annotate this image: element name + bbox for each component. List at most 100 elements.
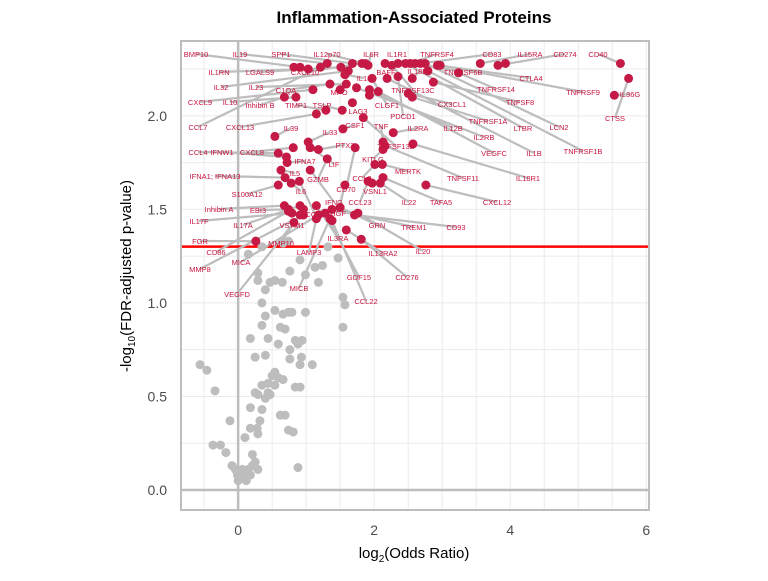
- nonsignificant-point: [261, 351, 270, 360]
- nonsignificant-point: [246, 403, 255, 412]
- nonsignificant-point: [240, 433, 249, 442]
- significant-point: [624, 74, 633, 83]
- nonsignificant-point: [323, 242, 332, 251]
- point-label: CTSS: [605, 114, 625, 123]
- chart-title: Inflammation-Associated Proteins: [277, 8, 552, 27]
- point-label: PTX3: [336, 141, 355, 150]
- significant-point: [295, 177, 304, 186]
- point-label: IL18: [357, 74, 372, 83]
- nonsignificant-point: [289, 427, 298, 436]
- point-label: BAFF: [376, 68, 396, 77]
- point-label: TAFA5: [430, 198, 452, 207]
- nonsignificant-point: [257, 405, 266, 414]
- point-label: IL2RB: [474, 133, 495, 142]
- nonsignificant-point: [314, 278, 323, 287]
- x-axis-label: log2(Odds Ratio): [359, 545, 470, 565]
- nonsignificant-point: [278, 278, 287, 287]
- point-label: TNFRSF14: [477, 85, 515, 94]
- nonsignificant-point: [255, 416, 264, 425]
- significant-point: [364, 61, 373, 70]
- point-label: IL1RN: [208, 68, 229, 77]
- point-label: CXCL13: [226, 123, 254, 132]
- nonsignificant-point: [334, 254, 343, 263]
- nonsignificant-point: [261, 285, 270, 294]
- significant-point: [389, 128, 398, 137]
- point-label: CD40: [588, 50, 607, 59]
- y-tick-label: 1.0: [148, 295, 168, 311]
- nonsignificant-point: [248, 450, 257, 459]
- point-label: CXCL10: [291, 68, 319, 77]
- point-label: FGR: [192, 237, 208, 246]
- point-label: SPP1: [271, 50, 290, 59]
- point-label: CD93: [446, 223, 465, 232]
- point-label: IFNG: [325, 198, 343, 207]
- significant-point: [338, 106, 347, 115]
- point-label: HGF: [330, 209, 346, 218]
- nonsignificant-point: [257, 298, 266, 307]
- nonsignificant-point: [264, 334, 273, 343]
- point-label: MERTK: [395, 167, 421, 176]
- point-label: IL19: [233, 50, 248, 59]
- significant-point: [312, 109, 321, 118]
- point-label: CSF1: [345, 121, 364, 130]
- significant-point: [289, 143, 298, 152]
- nonsignificant-point: [287, 308, 296, 317]
- nonsignificant-point: [261, 312, 270, 321]
- significant-point: [353, 209, 362, 218]
- nonsignificant-point: [308, 360, 317, 369]
- point-label: IFNA7: [294, 157, 315, 166]
- nonsignificant-point: [253, 465, 262, 474]
- nonsignificant-point: [296, 360, 305, 369]
- significant-point: [306, 143, 315, 152]
- significant-point: [306, 166, 315, 175]
- nonsignificant-point: [281, 411, 290, 420]
- nonsignificant-point: [274, 340, 283, 349]
- nonsignificant-point: [211, 386, 220, 395]
- point-label: TREM1: [401, 223, 426, 232]
- point-label: IFNA1; IFNA13: [190, 172, 241, 181]
- significant-point: [476, 59, 485, 68]
- point-label: GZMB: [307, 175, 329, 184]
- point-label: LAMP3: [297, 248, 322, 257]
- point-label: IL3RA: [328, 234, 349, 243]
- point-label: CLGF1: [375, 101, 399, 110]
- significant-point: [357, 235, 366, 244]
- point-label: CD86: [206, 248, 225, 257]
- point-label: TNFRSF4: [420, 50, 454, 59]
- point-label: IL17A: [233, 221, 253, 230]
- point-label: IL12p70: [313, 50, 340, 59]
- significant-point: [365, 91, 374, 100]
- nonsignificant-point: [270, 306, 279, 315]
- point-label: CD83: [482, 50, 501, 59]
- point-label: IL13RA2: [368, 249, 397, 258]
- point-label: TSLP: [313, 101, 332, 110]
- x-tick-label: 0: [234, 522, 242, 538]
- nonsignificant-point: [301, 308, 310, 317]
- point-label: IL1R1: [387, 50, 407, 59]
- significant-point: [251, 237, 260, 246]
- significant-point: [296, 201, 305, 210]
- nonsignificant-point: [225, 416, 234, 425]
- nonsignificant-point: [296, 383, 305, 392]
- significant-point: [312, 201, 321, 210]
- significant-point: [344, 66, 353, 75]
- point-label: MMP8: [189, 265, 211, 274]
- point-label: IL36G: [620, 90, 641, 99]
- significant-point: [348, 98, 357, 107]
- significant-point: [308, 85, 317, 94]
- point-label: IL39: [284, 124, 299, 133]
- nonsignificant-point: [246, 334, 255, 343]
- point-label: IL5: [290, 169, 300, 178]
- significant-point: [314, 145, 323, 154]
- y-tick-label: 2.0: [148, 108, 168, 124]
- nonsignificant-point: [340, 300, 349, 309]
- nonsignificant-point: [291, 336, 300, 345]
- nonsignificant-point: [297, 353, 306, 362]
- nonsignificant-point: [257, 321, 266, 330]
- x-tick-label: 2: [370, 522, 378, 538]
- point-label: Inhibin A: [205, 205, 234, 214]
- nonsignificant-point: [311, 263, 320, 272]
- y-tick-label: 0.0: [148, 482, 168, 498]
- point-label: IL6: [296, 187, 306, 196]
